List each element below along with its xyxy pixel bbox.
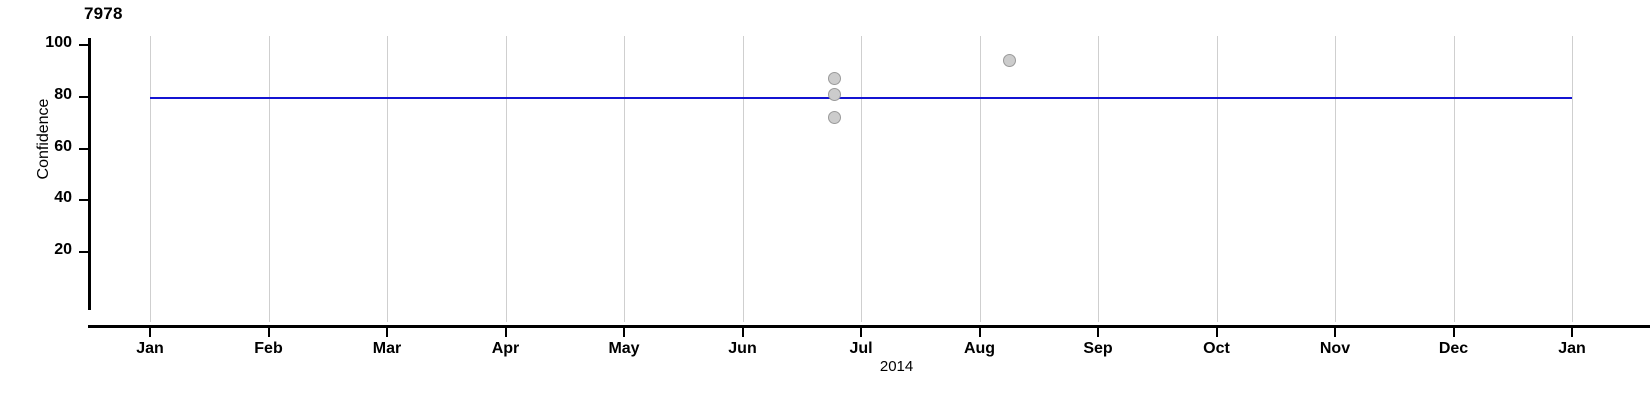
x-tick-mark [1452, 328, 1455, 337]
y-tick-label: 40 [54, 189, 72, 207]
gridline-jan-12 [1572, 36, 1573, 322]
x-tick-mark [1571, 328, 1573, 337]
y-tick-mark [79, 147, 89, 150]
x-tick-mark [504, 328, 507, 337]
gridline-sep-8 [1098, 36, 1099, 322]
y-tick-mark [79, 199, 89, 202]
x-tick-mark [1097, 328, 1099, 337]
x-tick-mark [386, 328, 388, 337]
gridline-jun-5 [742, 36, 744, 322]
x-tick-mark [860, 328, 862, 337]
x-tick-label-oct-9: Oct [1203, 340, 1230, 357]
x-tick-label-apr-3: Apr [491, 340, 520, 357]
x-tick-label-sep-8: Sep [1083, 340, 1113, 357]
data-point[interactable] [828, 72, 842, 86]
gridline-apr-3 [505, 36, 507, 322]
y-tick-mark [79, 251, 89, 253]
data-point[interactable] [828, 87, 842, 101]
data-point[interactable] [828, 110, 842, 124]
gridline-feb-1 [268, 36, 270, 322]
x-tick-label-feb-1: Feb [254, 340, 283, 357]
x-tick-label-jul-6: Jul [849, 340, 873, 357]
gridline-aug-7 [979, 36, 981, 322]
y-tick-label: 60 [54, 137, 72, 155]
gridline-mar-2 [387, 36, 388, 322]
y-axis-line [88, 38, 91, 310]
x-tick-mark [978, 328, 981, 337]
gridline-nov-10 [1335, 36, 1336, 322]
x-tick-mark [149, 328, 151, 337]
gridline-oct-9 [1216, 36, 1218, 322]
y-tick-mark [79, 44, 89, 46]
x-axis-line [88, 325, 1650, 328]
y-tick-label: 20 [54, 241, 72, 258]
x-axis-label: 2014 [879, 358, 914, 375]
chart-title: 7978 [84, 4, 123, 23]
y-tick-label: 100 [45, 34, 72, 51]
gridline-jul-6 [861, 36, 862, 322]
x-tick-label-jan-12: Jan [1558, 340, 1586, 357]
x-tick-label-jun-5: Jun [728, 340, 757, 357]
y-tick-mark [79, 95, 89, 98]
x-tick-label-aug-7: Aug [963, 340, 996, 357]
x-tick-label-jan-0: Jan [136, 340, 164, 357]
x-tick-mark [1334, 328, 1336, 337]
x-tick-mark [1215, 328, 1218, 337]
gridline-dec-11 [1453, 36, 1455, 322]
x-tick-mark [267, 328, 270, 337]
plot-area [90, 36, 1650, 326]
x-tick-label-dec-11: Dec [1438, 340, 1469, 357]
reference-line-mean [150, 96, 1572, 99]
data-point[interactable] [1002, 54, 1016, 68]
y-tick-label: 80 [54, 85, 72, 103]
x-tick-label-nov-10: Nov [1319, 340, 1351, 357]
x-tick-mark [741, 328, 744, 337]
x-tick-mark [623, 328, 625, 337]
gridline-may-4 [624, 36, 625, 322]
gridline-jan-0 [150, 36, 151, 322]
x-tick-label-mar-2: Mar [372, 340, 402, 357]
x-tick-label-may-4: May [608, 340, 640, 357]
